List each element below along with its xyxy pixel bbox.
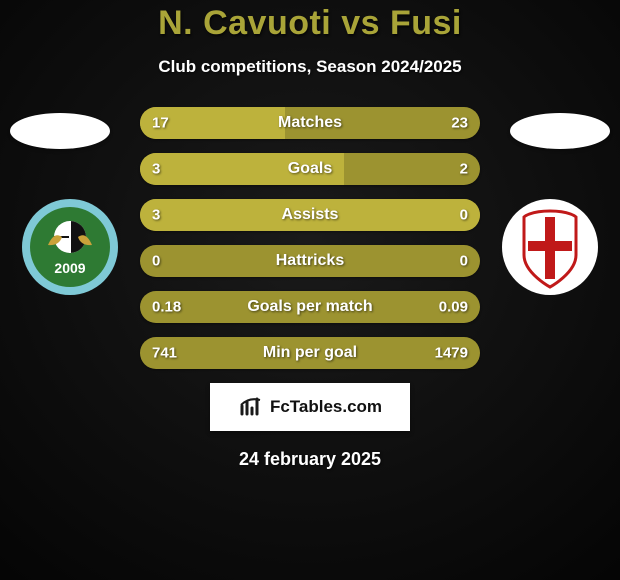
stat-value-left: 0.18 xyxy=(152,299,181,316)
stat-label: Hattricks xyxy=(140,252,480,270)
brand-logo-icon xyxy=(238,394,264,420)
stat-row: 32Goals xyxy=(140,153,480,185)
stat-row-fill-left xyxy=(140,153,344,185)
stat-label: Min per goal xyxy=(140,344,480,362)
club-badge-left-year: 2009 xyxy=(54,260,85,276)
stat-row: 30Assists xyxy=(140,199,480,231)
stat-label: Goals per match xyxy=(140,298,480,316)
stat-row: 1723Matches xyxy=(140,107,480,139)
club-badge-left: 2009 xyxy=(20,197,120,297)
stat-row: 0 0Hattricks xyxy=(140,245,480,277)
subtitle: Club competitions, Season 2024/2025 xyxy=(0,57,620,77)
stat-value-left: 741 xyxy=(152,345,177,362)
brand-text: FcTables.com xyxy=(270,397,382,417)
stat-row: 741 1479Min per goal xyxy=(140,337,480,369)
club-badge-right xyxy=(500,197,600,297)
stat-value-right: 1479 xyxy=(435,345,468,362)
stat-rows: 1723Matches32Goals30Assists00Hattricks0.… xyxy=(140,107,480,369)
brand-banner[interactable]: FcTables.com xyxy=(210,383,410,431)
stat-value-right: 2 xyxy=(460,161,468,178)
stat-row: 0.18 0.09Goals per match xyxy=(140,291,480,323)
player-left-ellipse xyxy=(10,113,110,149)
page-title: N. Cavuoti vs Fusi xyxy=(0,4,620,43)
stat-row-fill-left xyxy=(140,199,480,231)
stat-value-right: 0 xyxy=(460,253,468,270)
stat-value-right: 0 xyxy=(460,207,468,224)
stat-value-left: 17 xyxy=(152,115,169,132)
stat-value-right: 0.09 xyxy=(439,299,468,316)
comparison-area: 2009 1723Matches32Goals30Assists00Hattri… xyxy=(0,107,620,369)
stat-value-left: 3 xyxy=(152,207,160,224)
stat-value-left: 0 xyxy=(152,253,160,270)
date-label: 24 february 2025 xyxy=(0,449,620,470)
stat-value-right: 23 xyxy=(451,115,468,132)
player-right-ellipse xyxy=(510,113,610,149)
stat-value-left: 3 xyxy=(152,161,160,178)
